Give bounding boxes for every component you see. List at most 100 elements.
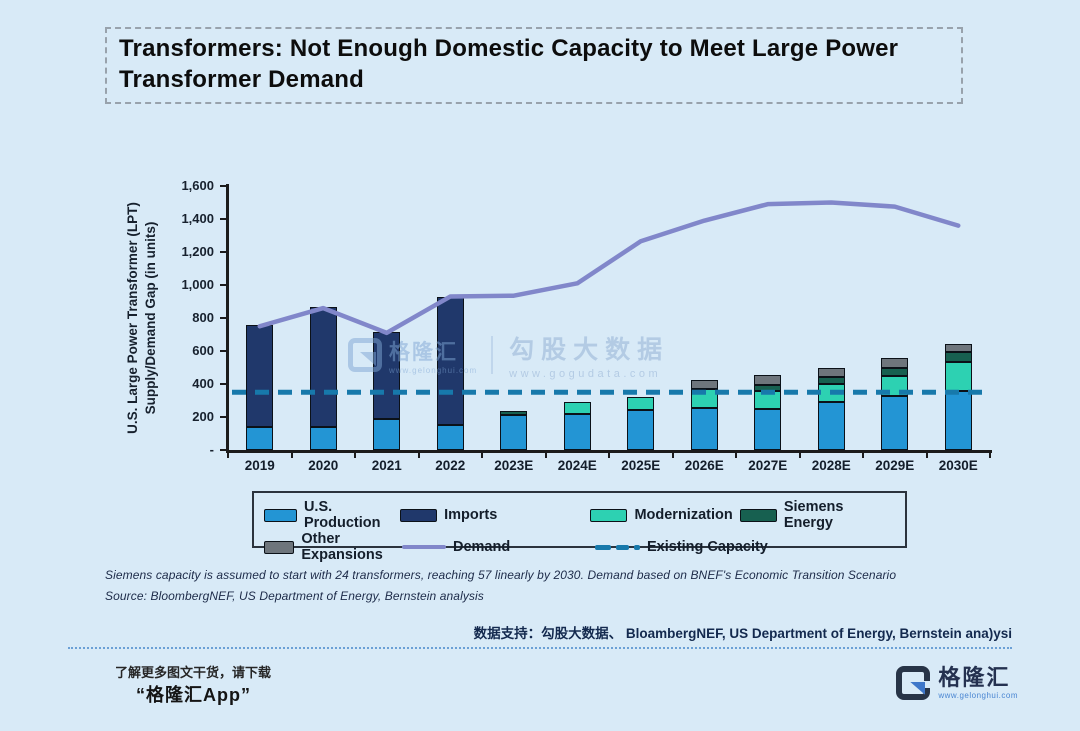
bar-stack-2019 [246, 186, 274, 450]
u-s-production-swatch-icon [264, 508, 297, 522]
legend-label: Imports [444, 507, 498, 523]
existing-capacity-swatch-icon [595, 544, 640, 550]
x-tick-label-2023E: 2023E [494, 458, 534, 473]
x-tick-mark [925, 452, 928, 458]
bar-segment-siemens-energy [881, 367, 909, 376]
gelonghui-g-icon [896, 666, 932, 700]
x-tick-mark [735, 452, 737, 458]
bar-segment-siemens-energy [817, 377, 845, 384]
footer-download-hint: 了解更多图文干货，请下载 [115, 665, 272, 680]
legend-item-siemens-energy: Siemens Energy [740, 499, 895, 531]
bar-stack-2023E [500, 186, 528, 450]
bar-segment-u-s-production [881, 396, 909, 450]
bar-stack-2020 [309, 186, 337, 450]
y-axis-label: U.S. Large Power Transformer (LPT) Suppl… [124, 168, 160, 468]
legend-item-demand: Demand [402, 539, 595, 555]
x-tick-label-2021: 2021 [371, 458, 402, 473]
y-tick-label: 200 [192, 409, 214, 424]
bar-segment-other-expansions [944, 343, 972, 352]
bar-stack-2024E [563, 186, 591, 450]
demand-swatch-icon [402, 544, 446, 550]
bar-segment-u-s-production [944, 391, 972, 450]
x-tick-label-2029E: 2029E [875, 458, 915, 473]
y-tick-mark [220, 449, 227, 451]
x-tick-mark [671, 452, 674, 458]
bar-segment-siemens-energy [500, 411, 528, 416]
x-tick-mark [862, 452, 864, 458]
chart-title: Transformers: Not Enough Domestic Capaci… [105, 27, 963, 105]
y-tick-label: 1,600 [181, 178, 214, 193]
existing-capacity-dashed-line [232, 389, 986, 395]
plot-area [228, 186, 990, 450]
bar-segment-u-s-production [690, 407, 718, 450]
y-tick-label: 400 [192, 376, 214, 391]
y-tick-label: 1,400 [181, 211, 214, 226]
legend-item-modernization: Modernization [590, 507, 740, 523]
bar-segment-modernization [627, 397, 655, 410]
footnote-source: Source: BloombergNEF, US Department of E… [105, 589, 484, 603]
x-tick-label-2030E: 2030E [938, 458, 978, 473]
x-tick-mark [417, 452, 420, 458]
y-axis-line [226, 184, 229, 452]
other-expansions-swatch-icon [264, 540, 295, 554]
legend-label: Siemens Energy [783, 499, 844, 531]
x-tick-mark [290, 452, 293, 458]
x-tick-mark [544, 452, 547, 458]
y-tick-label: 800 [192, 310, 214, 325]
modernization-swatch-icon [590, 508, 628, 522]
y-tick-mark [220, 284, 227, 286]
bar-segment-u-s-production [500, 415, 528, 450]
x-tick-mark [354, 452, 356, 458]
bar-stack-2022 [436, 186, 464, 450]
x-tick-label-2022: 2022 [435, 458, 466, 473]
data-support-credit: 数据支持：勾股大数据、 BloambergNEF, US Department … [473, 626, 1012, 641]
legend-row-1: U.S. Production Imports Modernization Sieme… [264, 499, 895, 531]
demand-line [257, 200, 961, 336]
x-tick-mark [608, 452, 610, 458]
imports-swatch-icon [400, 508, 438, 522]
bar-segment-other-expansions [690, 379, 718, 389]
x-tick-label-2025E: 2025E [621, 458, 661, 473]
footer-brand-url: www.gelonghui.com [938, 691, 1018, 701]
y-tick-mark [220, 251, 227, 253]
siemens-energy-swatch-icon [740, 508, 777, 522]
legend-label: U.S. Production [303, 499, 381, 531]
bar-segment-u-s-production [373, 419, 401, 450]
bar-segment-modernization [563, 402, 591, 414]
legend-row-2: Other Expansions Demand Existing Capacity [264, 531, 895, 563]
footer-brand-name: 格隆汇 [938, 665, 1011, 690]
bar-segment-u-s-production [817, 402, 845, 450]
y-tick-mark [220, 185, 227, 187]
legend-item-other-expansions: Other Expansions [264, 531, 402, 563]
dotted-divider [68, 647, 1012, 649]
legend-label: Demand [453, 539, 511, 555]
bar-segment-siemens-energy [944, 351, 972, 362]
bar-stack-2027E [754, 186, 782, 450]
y-tick-mark [220, 416, 227, 418]
x-tick-label-2019: 2019 [244, 458, 275, 473]
legend-item-existing-capacity: Existing Capacity [595, 539, 768, 555]
x-tick-label-2020: 2020 [308, 458, 339, 473]
bar-segment-other-expansions [817, 368, 845, 378]
legend-label: Existing Capacity [647, 539, 768, 555]
y-tick-label: 1,200 [181, 244, 214, 259]
y-tick-mark [220, 218, 227, 220]
y-tick-mark [220, 383, 227, 385]
bar-segment-other-expansions [754, 374, 782, 385]
chart-legend: U.S. Production Imports Modernization Sieme… [252, 491, 907, 563]
bar-segment-imports [309, 307, 337, 427]
bar-segment-u-s-production [436, 425, 464, 450]
x-tick-mark [227, 452, 229, 458]
x-tick-mark [989, 452, 991, 458]
bar-segment-u-s-production [309, 426, 337, 450]
bar-segment-u-s-production [563, 413, 591, 450]
x-tick-mark [481, 452, 483, 458]
y-tick-label: - [209, 442, 214, 457]
x-tick-label-2027E: 2027E [748, 458, 788, 473]
footnote-assumptions: Siemens capacity is assumed to start wit… [105, 568, 897, 582]
legend-label: Other Expansions [301, 531, 383, 563]
gelonghui-logo: 格隆汇 www.gelonghui.com [896, 665, 1018, 701]
bar-segment-u-s-production [754, 408, 782, 450]
y-tick-mark [220, 317, 227, 319]
y-tick-label: 600 [192, 343, 214, 358]
